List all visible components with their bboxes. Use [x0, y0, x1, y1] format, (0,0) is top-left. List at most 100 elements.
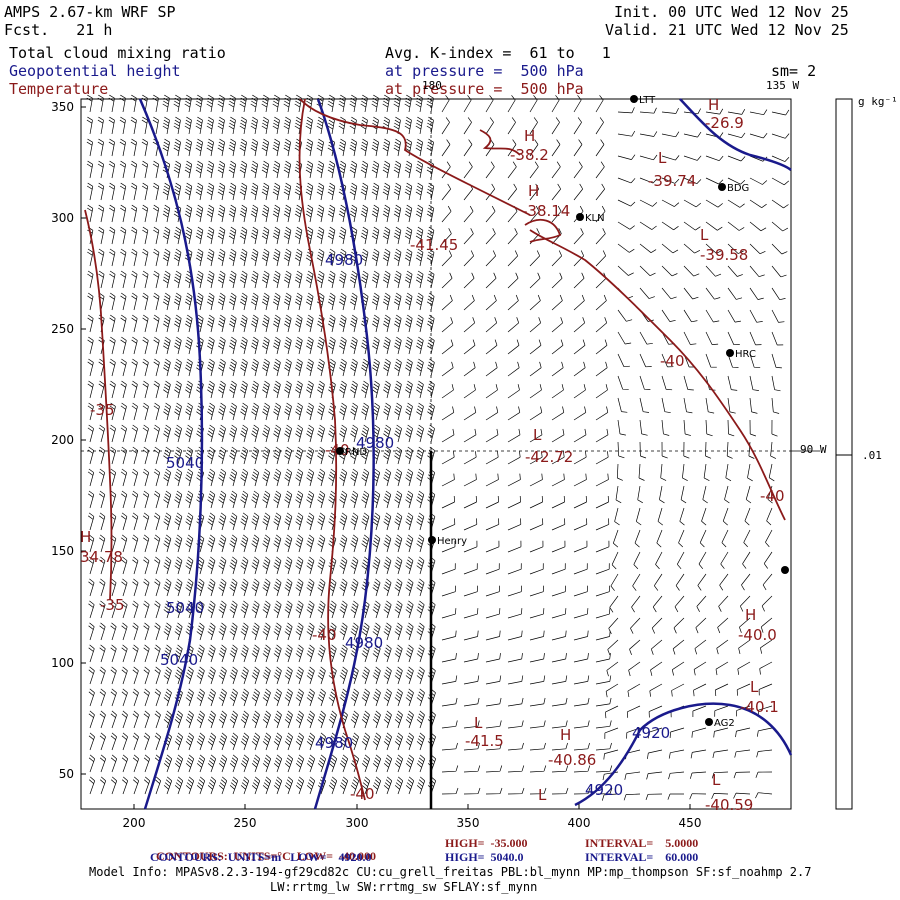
wind-barb: [272, 270, 281, 289]
wind-barb: [441, 451, 455, 465]
wind-barb: [217, 138, 225, 157]
wind-barb: [87, 204, 94, 223]
wind-barb: [427, 754, 437, 773]
wind-barb: [97, 94, 104, 113]
wind-barb: [415, 182, 424, 201]
wind-barb: [119, 182, 127, 201]
wind-barb: [317, 468, 326, 487]
wind-barb: [627, 683, 641, 698]
wind-barb: [154, 578, 161, 597]
wind-barb: [284, 600, 293, 619]
wind-barb: [261, 94, 269, 113]
wind-barb: [87, 446, 95, 465]
wind-barb: [350, 468, 359, 487]
wind-barb: [185, 710, 194, 729]
wind-barb: [239, 116, 247, 135]
wind-barb: [217, 182, 226, 201]
wind-barb: [744, 507, 751, 526]
wind-barb: [272, 226, 281, 245]
wind-barb: [405, 688, 414, 707]
wind-barb: [317, 710, 326, 729]
wind-barb: [573, 451, 587, 465]
wind-barb: [661, 287, 677, 300]
wind-barb: [217, 248, 226, 267]
wind-barb: [98, 468, 106, 487]
wind-barb: [154, 666, 161, 685]
wind-barb: [206, 270, 215, 289]
wind-barb: [463, 720, 480, 729]
wind-barb: [405, 578, 414, 597]
wind-barb: [240, 578, 249, 597]
wind-barb: [284, 380, 292, 399]
wind-barb: [393, 94, 401, 113]
wind-barb: [108, 116, 115, 135]
temperature-label: -40: [760, 487, 785, 505]
wind-barb: [682, 463, 688, 482]
wind-barb: [152, 182, 160, 201]
wind-barb: [240, 380, 248, 399]
wind-barb: [294, 182, 303, 201]
wind-barb: [121, 754, 129, 773]
wind-barb: [661, 397, 671, 414]
wind-barb: [110, 732, 117, 751]
wind-barb: [174, 468, 183, 487]
wind-barb: [317, 644, 326, 663]
wind-barb: [251, 336, 259, 355]
wind-barb: [551, 384, 564, 399]
high-center-marker: H: [560, 726, 571, 744]
wind-barb: [173, 160, 182, 179]
wind-barb: [733, 792, 751, 799]
wind-barb: [463, 451, 477, 465]
temperature-label: -40.59: [705, 796, 753, 814]
wind-barb: [196, 600, 205, 619]
height-label: 5040: [166, 599, 204, 617]
wind-barb: [416, 314, 424, 333]
wind-barb: [218, 776, 228, 795]
wind-barb: [99, 556, 106, 575]
wind-barb: [163, 358, 171, 377]
wind-barb: [551, 720, 568, 729]
wind-barb: [441, 495, 455, 509]
wind-barb: [108, 160, 116, 179]
wind-barb: [427, 380, 435, 399]
wind-barb: [295, 622, 304, 641]
wind-barb: [463, 742, 480, 751]
wind-barb: [394, 666, 403, 685]
wind-barb: [652, 595, 663, 613]
wind-barb: [350, 380, 358, 399]
temperature-label: -38.2: [510, 146, 549, 164]
wind-barb: [739, 617, 751, 633]
wind-barb: [328, 578, 337, 597]
wind-barb: [551, 205, 562, 223]
wind-barb: [507, 384, 520, 399]
wind-barb: [195, 204, 204, 223]
wind-barb: [416, 732, 425, 751]
wind-barb: [727, 109, 746, 115]
wind-barb: [507, 787, 525, 795]
wind-barb: [306, 424, 314, 443]
wind-barb: [595, 161, 605, 179]
contour-4980: [313, 98, 375, 810]
wind-barb: [673, 617, 685, 634]
wind-barb: [551, 518, 566, 531]
wind-barb: [416, 490, 425, 509]
wind-barb: [661, 353, 674, 368]
wind-barb: [711, 793, 729, 800]
wind-barb: [162, 116, 170, 135]
wind-barb: [316, 138, 324, 157]
wind-barb: [109, 446, 117, 465]
wind-barb: [262, 512, 271, 531]
wind-barb: [405, 380, 413, 399]
wind-barb: [771, 109, 790, 116]
wind-barb: [283, 248, 292, 267]
wind-barb: [426, 138, 434, 157]
wind-barb: [416, 710, 425, 729]
wind-barb: [595, 384, 608, 399]
wind-barb: [683, 331, 697, 345]
wind-barb: [317, 402, 325, 421]
wind-barb: [705, 309, 720, 323]
wind-barb: [441, 585, 456, 597]
wind-barb: [338, 138, 346, 157]
wind-barb: [174, 776, 184, 795]
